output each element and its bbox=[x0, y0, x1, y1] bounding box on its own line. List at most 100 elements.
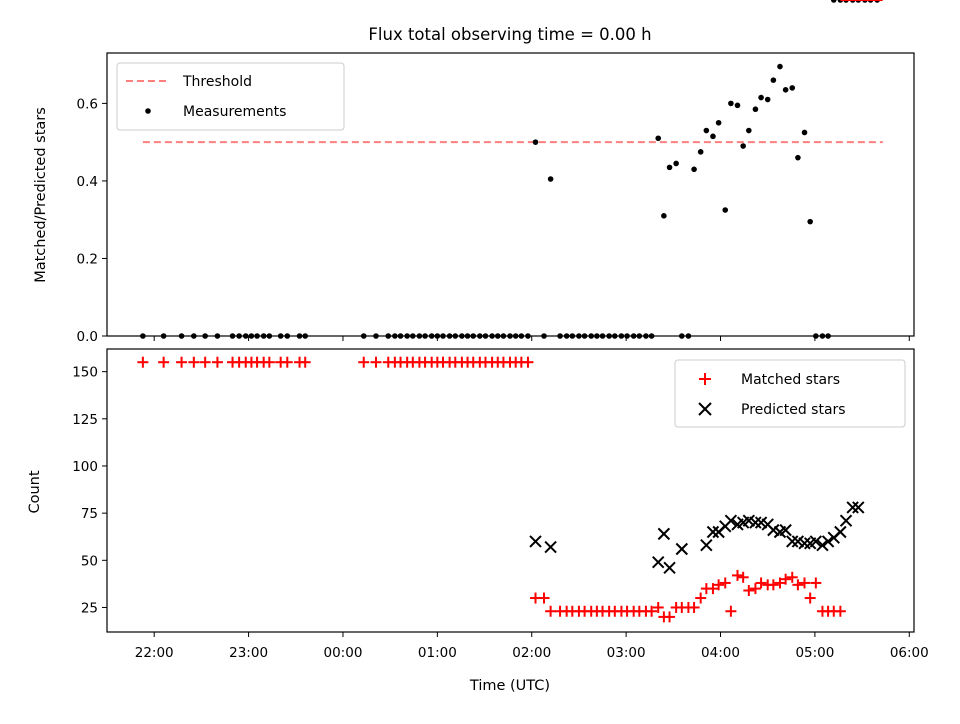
measurement-point bbox=[643, 333, 649, 339]
x-tick-label: 23:00 bbox=[229, 645, 268, 661]
predicted-star-point bbox=[657, 527, 671, 541]
measurement-point bbox=[178, 333, 185, 339]
measurement-point bbox=[715, 119, 722, 126]
measurement-point bbox=[229, 333, 236, 339]
predicted-star-point bbox=[821, 535, 835, 548]
measurement-point bbox=[618, 333, 625, 339]
measurements-series bbox=[140, 0, 880, 339]
measurement-point bbox=[397, 333, 404, 339]
measurement-point bbox=[795, 154, 801, 161]
top-legend: Threshold Measurements bbox=[116, 62, 345, 131]
predicted-star-point bbox=[846, 501, 859, 514]
measurement-point bbox=[385, 333, 392, 339]
x-axis-label: Time (UTC) bbox=[469, 678, 550, 694]
measurement-point bbox=[606, 333, 612, 339]
measurement-point bbox=[569, 333, 576, 339]
matched-star-point bbox=[755, 577, 767, 589]
measurement-point bbox=[703, 127, 710, 134]
y-tick-label: 25 bbox=[81, 600, 98, 616]
measurement-point bbox=[661, 213, 667, 219]
measurement-point bbox=[236, 333, 242, 339]
measurement-point bbox=[410, 333, 416, 339]
x-tick-label: 04:00 bbox=[701, 645, 740, 661]
measurement-point bbox=[434, 333, 441, 339]
measurement-point bbox=[673, 160, 679, 167]
matched-star-point bbox=[713, 579, 725, 591]
measurement-point bbox=[830, 0, 837, 3]
measurement-point bbox=[284, 333, 291, 339]
measurement-point bbox=[588, 333, 594, 339]
top-panel: 0.0 0.2 0.4 0.6 Matched/Predicted stars Thr… bbox=[33, 0, 915, 345]
measurement-point bbox=[140, 333, 146, 339]
x-tick-label: 22:00 bbox=[135, 645, 174, 661]
threshold-legend-label: Threshold bbox=[182, 74, 252, 90]
top-y-axis-label: Matched/Predicted stars bbox=[33, 107, 49, 283]
y-tick-label: 0.4 bbox=[77, 174, 98, 190]
predicted-star-point bbox=[529, 535, 542, 548]
y-tick-label: 150 bbox=[72, 365, 98, 381]
measurement-point bbox=[541, 333, 547, 339]
measurement-point bbox=[260, 333, 267, 339]
matched-star-point bbox=[792, 579, 804, 591]
measurement-point bbox=[422, 333, 428, 339]
matched-star-point bbox=[176, 356, 188, 368]
measurement-point bbox=[202, 333, 208, 339]
x-tick-label: 03:00 bbox=[607, 645, 646, 661]
measurement-point bbox=[214, 333, 221, 339]
matched-star-point bbox=[281, 356, 293, 368]
x-tick-label: 00:00 bbox=[324, 645, 363, 661]
matched-star-point bbox=[799, 577, 811, 589]
measurement-point bbox=[464, 333, 471, 339]
matched-star-point bbox=[522, 356, 534, 368]
y-tick-label: 0.0 bbox=[77, 329, 98, 345]
top-y-axis: 0.0 0.2 0.4 0.6 bbox=[77, 96, 107, 345]
matched-star-point bbox=[211, 356, 223, 368]
predicted-star-point bbox=[706, 525, 720, 539]
bottom-panel: 25 50 75 100 125 150 22:00 23:00 00:00 01:00 02:0… bbox=[27, 0, 929, 694]
measurement-point bbox=[512, 333, 519, 339]
measurement-point bbox=[807, 218, 813, 225]
measurement-point bbox=[782, 87, 789, 93]
measurement-point bbox=[697, 149, 704, 155]
measurement-point bbox=[440, 333, 446, 339]
y-tick-label: 100 bbox=[72, 459, 98, 475]
measurement-point bbox=[266, 333, 273, 339]
predicted-star-point bbox=[816, 539, 829, 552]
predicted-star-point bbox=[839, 514, 853, 527]
y-tick-label: 50 bbox=[81, 553, 98, 569]
measurement-point bbox=[752, 106, 759, 113]
x-tick-label: 05:00 bbox=[795, 645, 834, 661]
matched-star-point bbox=[743, 584, 755, 596]
measurement-point bbox=[452, 333, 459, 339]
matched-star-point bbox=[646, 605, 658, 617]
matched-star-point bbox=[731, 569, 743, 581]
x-tick-label: 02:00 bbox=[512, 645, 551, 661]
matched-star-point bbox=[652, 601, 664, 613]
x-tick-label: 06:00 bbox=[890, 645, 929, 661]
matched-star-point bbox=[199, 356, 211, 368]
measurement-point bbox=[685, 333, 692, 339]
measurements-legend-label: Measurements bbox=[183, 104, 286, 120]
matched-star-point bbox=[188, 356, 200, 368]
matched-star-point bbox=[263, 356, 275, 368]
matched-star-point bbox=[774, 577, 786, 589]
y-tick-label: 0.6 bbox=[77, 96, 98, 112]
matched-star-point bbox=[780, 573, 792, 585]
measurement-point bbox=[581, 333, 588, 339]
matched-legend-marker bbox=[699, 373, 711, 385]
predicted-star-point bbox=[798, 537, 811, 550]
matched-star-point bbox=[299, 356, 311, 368]
measurement-point bbox=[525, 333, 531, 339]
measurement-point bbox=[740, 143, 746, 149]
measurements-legend-marker bbox=[145, 108, 151, 114]
matched-legend-label: Matched stars bbox=[741, 372, 840, 388]
measurement-point bbox=[630, 333, 637, 339]
measurement-point bbox=[416, 333, 423, 339]
measurement-point bbox=[191, 333, 197, 339]
measurement-point bbox=[373, 333, 379, 339]
measurement-point bbox=[813, 333, 819, 339]
measurement-point bbox=[489, 333, 495, 339]
matched-stars-series bbox=[137, 0, 883, 623]
measurement-point bbox=[547, 176, 554, 182]
matched-star-point bbox=[719, 577, 731, 589]
